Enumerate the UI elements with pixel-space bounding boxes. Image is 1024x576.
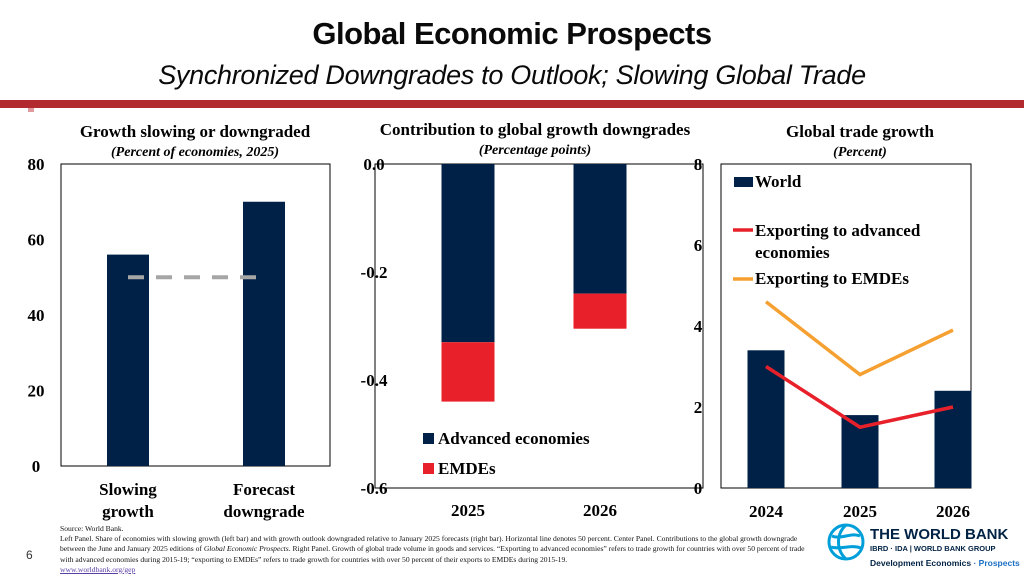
center-xtick-2026: 2026: [583, 501, 617, 520]
right-ytick-label: 0: [694, 479, 703, 498]
right-xtick-2025: 2025: [843, 502, 877, 521]
right-ytick-label: 2: [694, 398, 703, 417]
center-ytick-label: -0.2: [361, 263, 388, 282]
legend-label-emdes-line: Exporting to EMDEs: [755, 269, 909, 288]
logo-dept-sep: ·: [971, 558, 979, 568]
legend-swatch-world: [734, 177, 753, 187]
legend-label-emdes: EMDEs: [438, 459, 496, 478]
left-bar-slowing-growth: [107, 254, 149, 466]
notes-text-2: . Right Panel. Growth of global trade vo…: [60, 544, 805, 564]
right-bar-2026-world: [934, 390, 972, 488]
page-title: Global Economic Prospects: [312, 16, 712, 51]
center-panel-title: Contribution to global growth downgrades: [379, 120, 691, 139]
right-chart: 0 2 4 6 8 World Exporting to advanced econom…: [694, 155, 972, 521]
right-bar-2024-world: [747, 350, 785, 488]
center-ytick-label: -0.6: [361, 479, 388, 498]
center-xtick-2025: 2025: [451, 501, 485, 520]
gep-link[interactable]: www.worldbank.org/gep: [60, 564, 136, 574]
logo-ibrd: IBRD · IDA | WORLD BANK GROUP: [870, 544, 996, 553]
left-ytick-label: 40: [28, 306, 45, 325]
center-bar-2026-emdes: [573, 293, 627, 329]
legend-label-advanced-line1: Exporting to advanced: [755, 221, 921, 240]
header-divider: [0, 100, 1024, 112]
center-chart: 0.0 -0.2 -0.4 -0.6 Advanced economies EMDEs…: [361, 155, 704, 520]
divider-notch: [28, 108, 34, 112]
notes-italic: Global Economic Prospects: [203, 544, 289, 554]
left-panel-subtitle: (Percent of economies, 2025): [111, 145, 279, 160]
right-xtick-2024: 2024: [749, 502, 784, 521]
left-ytick-label: 20: [28, 382, 45, 401]
left-category-label-2a: Forecast: [233, 480, 295, 499]
right-ytick-label: 4: [694, 317, 703, 336]
legend-swatch-emdes: [423, 463, 434, 474]
footer-notes: Source: World Bank. Left Panel. Share of…: [60, 524, 816, 575]
right-line-exporting-emdes: [764, 300, 954, 377]
legend-label-advanced: Advanced economies: [438, 429, 590, 448]
logo-dept-sub: Prospects: [978, 558, 1020, 568]
right-ytick-label: 6: [694, 236, 703, 255]
center-panel-subtitle: (Percentage points): [478, 143, 592, 158]
legend-label-world: World: [755, 172, 802, 191]
center-bar-2025-advanced: [441, 164, 495, 343]
world-bank-logo: THE WORLD BANK IBRD · IDA | WORLD BANK G…: [822, 520, 1022, 574]
left-chart: 0 20 40 60 80 Slowing growth Forecast downgr…: [28, 155, 331, 521]
notes-text-1: Left Panel. Share of economies with slow…: [60, 534, 798, 554]
legend-swatch-advanced: [423, 433, 434, 444]
left-plot-frame: [60, 163, 331, 467]
left-category-label-2b: downgrade: [223, 502, 305, 521]
logo-dept-main: Development Economics: [870, 558, 972, 568]
right-line-exporting-advanced: [765, 365, 954, 430]
center-ytick-label: 0.0: [363, 155, 384, 174]
left-ytick-label: 80: [28, 155, 45, 174]
left-panel-title: Growth slowing or downgraded: [79, 122, 311, 141]
left-ytick-label: 60: [28, 231, 45, 250]
center-ytick-label: -0.4: [361, 371, 388, 390]
right-ytick-label: 8: [694, 155, 703, 174]
legend-label-advanced-line2: economies: [755, 243, 830, 262]
logo-department: Development Economics · Prospects: [870, 558, 1020, 568]
left-ytick-label: 0: [32, 457, 41, 476]
right-xtick-2026: 2026: [936, 502, 970, 521]
left-bar-forecast-downgrade: [243, 201, 285, 466]
left-category-label-1a: Slowing: [99, 480, 157, 499]
logo-name: THE WORLD BANK: [870, 526, 1009, 543]
source-note: Source: World Bank.: [60, 524, 124, 533]
page-subtitle: Synchronized Downgrades to Outlook; Slow…: [158, 60, 866, 90]
globe-icon: [827, 523, 865, 561]
center-plot-frame: [374, 163, 704, 489]
left-category-label-1b: growth: [102, 502, 154, 521]
panel-notes: Left Panel. Share of economies with slow…: [60, 534, 816, 565]
center-bar-2025-emdes: [441, 342, 495, 402]
page-number: 6: [26, 548, 33, 562]
center-bar-2026-advanced: [573, 164, 627, 294]
right-panel-subtitle: (Percent): [833, 145, 887, 160]
right-panel-title: Global trade growth: [786, 122, 934, 141]
